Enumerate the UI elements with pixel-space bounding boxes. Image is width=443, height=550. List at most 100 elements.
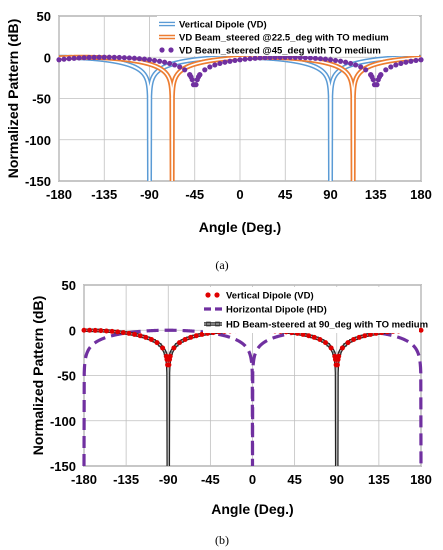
y-tick-label: -50 [57,369,76,384]
data-point-steer45 [237,57,243,63]
data-point-steer45 [212,62,218,68]
y-axis-label-b: Normalized Pattern (dB) [30,296,46,455]
data-point-steer45 [193,82,199,88]
data-point-vd [87,327,93,333]
data-point-steer45 [151,57,158,64]
x-tick-label: -180 [46,187,72,202]
data-point-steer45 [177,64,183,70]
data-point-steer45 [167,60,173,67]
data-point-steer45 [302,55,308,61]
data-point-steer45 [187,72,193,78]
data-point-vd [120,330,126,336]
data-point-steer45 [292,54,298,60]
data-point-vd [306,333,312,339]
data-point-steer45 [348,60,354,67]
data-point-vd [317,336,323,342]
x-tick-label: 90 [323,187,337,202]
y-tick-label: -100 [50,414,76,429]
data-point-steer45 [232,57,238,64]
data-point-steer45 [374,82,380,88]
data-point-vd [171,345,177,351]
data-point-steer45 [172,62,178,68]
data-point-vd [328,345,334,351]
y-axis-label-a: Normalized Pattern (dB) [5,19,21,178]
data-point-steer45 [378,72,384,78]
y-ticks-b: -150 -100 -50 0 50 [50,278,76,474]
x-tick-label: 0 [249,472,256,487]
data-point-vd [182,336,188,342]
data-point-steer45 [141,56,148,62]
legend-swatch-steer90-marker [206,321,211,327]
data-point-vd [154,340,160,346]
legend-swatch-vd [214,292,220,298]
legend-swatch-steer90-marker [215,321,220,327]
legend-label: Vertical Dipole (VD) [179,20,267,31]
data-point-steer45 [76,55,82,61]
data-point-steer45 [217,60,223,67]
data-point-steer45 [272,54,278,60]
data-point-vd [345,340,351,346]
x-tick-label: 180 [410,187,432,202]
data-point-vd [418,327,424,333]
data-point-steer45 [388,64,394,70]
data-point-steer45 [322,56,329,62]
y-tick-label: -50 [32,92,51,107]
x-axis-label-b: Angle (Deg.) [211,501,293,517]
data-point-steer45 [257,55,263,61]
x-tick-label: 0 [236,187,243,202]
data-point-steer45 [207,64,213,70]
data-point-steer45 [116,54,122,61]
panel-label-b: (b) [215,533,229,547]
data-point-steer90 [343,343,347,347]
data-point-steer45 [106,54,112,60]
data-point-vd [311,334,317,340]
data-point-vd [351,336,357,342]
data-point-steer45 [121,55,127,61]
data-point-vd [126,330,132,336]
data-point-vd [356,334,362,340]
data-point-steer45 [403,59,409,65]
data-point-steer45 [252,55,258,61]
data-point-steer90 [174,343,179,347]
data-point-vd [362,333,368,339]
x-tick-label: 180 [410,472,432,487]
data-point-vd [323,340,329,346]
data-point-steer45 [146,57,153,63]
data-point-steer45 [227,58,233,64]
data-point-vd [103,328,109,334]
data-point-vd [160,345,166,351]
data-point-vd [163,353,169,359]
data-point-steer45 [363,67,369,73]
data-point-vd [339,345,345,351]
x-tick-label: -135 [91,187,117,202]
legend-label: Horizontal Dipole (HD) [226,305,327,316]
data-point-vd [167,353,173,359]
data-point-steer45 [307,55,313,61]
data-point-steer90 [326,343,331,347]
x-tick-label: -45 [201,472,220,487]
data-point-steer90 [158,343,162,347]
data-point-steer45 [131,55,138,61]
data-point-vd [176,340,182,346]
data-point-steer45 [126,55,132,61]
data-point-steer45 [398,60,404,67]
data-point-steer45 [81,55,87,61]
legend-label: HD Beam-steered at 90_deg with TO medium [226,320,428,331]
legend-swatch-steer45 [159,47,165,53]
data-point-steer45 [71,55,77,61]
legend-box-b [203,287,419,333]
data-point-vd [300,331,306,337]
data-point-steer45 [393,62,399,68]
y-tick-label: 50 [37,9,51,24]
data-point-steer45 [242,56,248,62]
x-tick-label: -45 [185,187,204,202]
legend-swatch-vd [205,292,211,298]
data-point-vd [132,331,138,337]
data-point-steer45 [267,54,273,61]
panel-b: -150 -100 -50 0 50 -180 -135 -90 -45 0 45 90 135 180… [30,278,432,547]
data-point-steer45 [342,59,349,65]
legend-box-a [157,16,419,56]
data-point-vd [199,331,205,337]
data-point-steer45 [101,54,107,60]
y-tick-label: 0 [44,50,51,65]
